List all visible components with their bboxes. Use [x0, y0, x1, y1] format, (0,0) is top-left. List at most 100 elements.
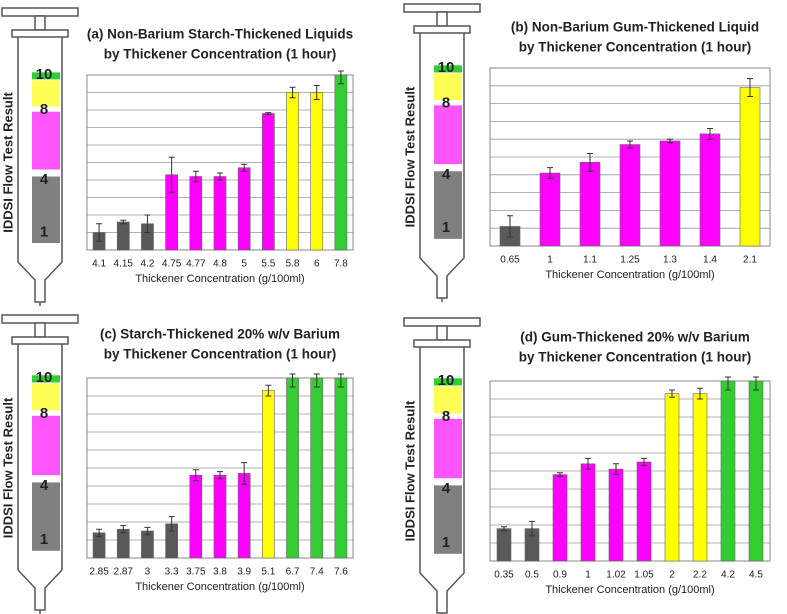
flange [11, 29, 69, 38]
error-bar [557, 472, 563, 477]
bar [659, 140, 681, 247]
error-bar [697, 387, 703, 400]
x-tick-label: 4.1 [92, 259, 106, 270]
bar [608, 468, 624, 562]
error-bar [667, 138, 673, 144]
x-tick-label: 6 [314, 259, 320, 270]
x-tick-label: 4.2 [141, 259, 155, 270]
x-tick-label: 1.3 [663, 255, 677, 266]
plunger-cap [403, 3, 481, 13]
bar [334, 74, 348, 251]
x-tick-label: 5.1 [261, 567, 275, 578]
bar [619, 144, 641, 247]
x-tick-label: 4.2 [721, 570, 735, 581]
x-tick-label: 7.4 [310, 567, 324, 578]
error-bar [192, 170, 199, 183]
error-bar [241, 163, 248, 172]
error-bar [753, 376, 759, 391]
x-axis-label: Thickener Concentration (g/100ml) [545, 584, 714, 596]
error-bar [707, 128, 713, 140]
syringe-level-band [32, 111, 60, 170]
x-tick-label: 1 [585, 570, 591, 581]
error-bar [585, 457, 591, 470]
y-axis-label: IDDSI Flow Test Result [402, 86, 417, 227]
y-tick-label: 4 [40, 171, 49, 188]
x-tick-label: 7.8 [334, 259, 348, 270]
x-tick-label: 4.5 [749, 570, 763, 581]
error-bar [289, 86, 296, 99]
error-bar [265, 384, 272, 397]
plunger-cap [403, 317, 481, 327]
x-tick-label: 3.8 [213, 567, 227, 578]
bar [720, 380, 736, 562]
x-tick-label: 6.7 [286, 567, 300, 578]
y-tick-label: 4 [442, 480, 451, 497]
error-bar [120, 219, 127, 225]
error-bar [529, 520, 535, 537]
y-tick-label: 10 [438, 59, 455, 76]
x-tick-label: 3.9 [237, 567, 251, 578]
bar [334, 377, 348, 559]
bar [310, 377, 324, 559]
error-bar [725, 376, 731, 391]
plunger-rod [34, 322, 46, 338]
syringe-level-band [434, 386, 462, 414]
x-tick-label: 2.85 [89, 567, 109, 578]
chart-panel: 1 4 8 10 2.85 2.87 3 3.3 3.75 3.8 3.9 5.1 6.7 7.4 7.6 T… [0, 314, 354, 614]
error-bar [747, 78, 753, 97]
x-tick-label: 3 [145, 567, 151, 578]
error-bar [501, 526, 507, 531]
plunger-rod [34, 15, 46, 31]
syringe-level-band [434, 418, 462, 479]
x-tick-label: 1.1 [583, 255, 597, 266]
bar [286, 377, 299, 559]
syringe-level-band [434, 171, 462, 239]
flange [11, 336, 69, 345]
x-tick-label: 0.35 [494, 570, 514, 581]
bar [213, 474, 227, 559]
y-tick-label: 8 [40, 101, 48, 118]
error-bar [613, 463, 619, 476]
chart-title: (d) Gum-Thickened 20% w/v Barium [520, 330, 750, 345]
bar [262, 113, 275, 251]
error-bar [241, 462, 248, 485]
y-tick-label: 8 [40, 405, 48, 422]
x-tick-label: 1.05 [634, 570, 654, 581]
x-tick-label: 4.15 [114, 259, 134, 270]
bar [262, 390, 275, 559]
bar [739, 87, 761, 247]
y-axis-label: IDDSI Flow Test Result [0, 92, 15, 233]
error-bar [217, 471, 223, 480]
bar [748, 380, 764, 562]
x-axis-label: Thickener Concentration (g/100ml) [545, 269, 714, 281]
error-bar [669, 389, 675, 398]
y-axis-label: IDDSI Flow Test Result [402, 400, 417, 541]
x-tick-label: 2.87 [114, 567, 134, 578]
syringe-level-band [434, 73, 462, 101]
chart-title: by Thickener Concentration (1 hour) [519, 350, 752, 365]
y-axis-label: IDDSI Flow Test Result [0, 397, 15, 538]
bar [636, 461, 652, 562]
error-bar [144, 526, 151, 536]
bar [552, 474, 568, 562]
bar [213, 176, 227, 251]
x-tick-label: 2 [669, 570, 675, 581]
plunger-cap [1, 314, 79, 324]
error-bar [547, 167, 553, 179]
error-bar [337, 373, 344, 388]
error-bar [313, 373, 320, 388]
syringe-level-band [32, 72, 60, 80]
bar [579, 162, 601, 247]
x-tick-label: 0.5 [525, 570, 539, 581]
y-tick-label: 8 [442, 95, 450, 112]
chart-panel: 1 4 8 10 4.1 4.15 4.2 4.75 4.77 4.8 5 5.5 5.8 6 7.8 Thi… [0, 7, 354, 306]
bar [496, 528, 512, 562]
x-axis-label: Thickener Concentration (g/100ml) [135, 273, 304, 285]
x-tick-label: 4.8 [213, 259, 227, 270]
x-tick-label: 5.5 [261, 259, 275, 270]
syringe-level-band [32, 176, 60, 243]
x-tick-label: 5.8 [286, 259, 300, 270]
y-tick-label: 1 [40, 531, 48, 548]
plot-frame [489, 380, 771, 562]
chart-title: by Thickener Concentration (1 hour) [519, 40, 752, 55]
